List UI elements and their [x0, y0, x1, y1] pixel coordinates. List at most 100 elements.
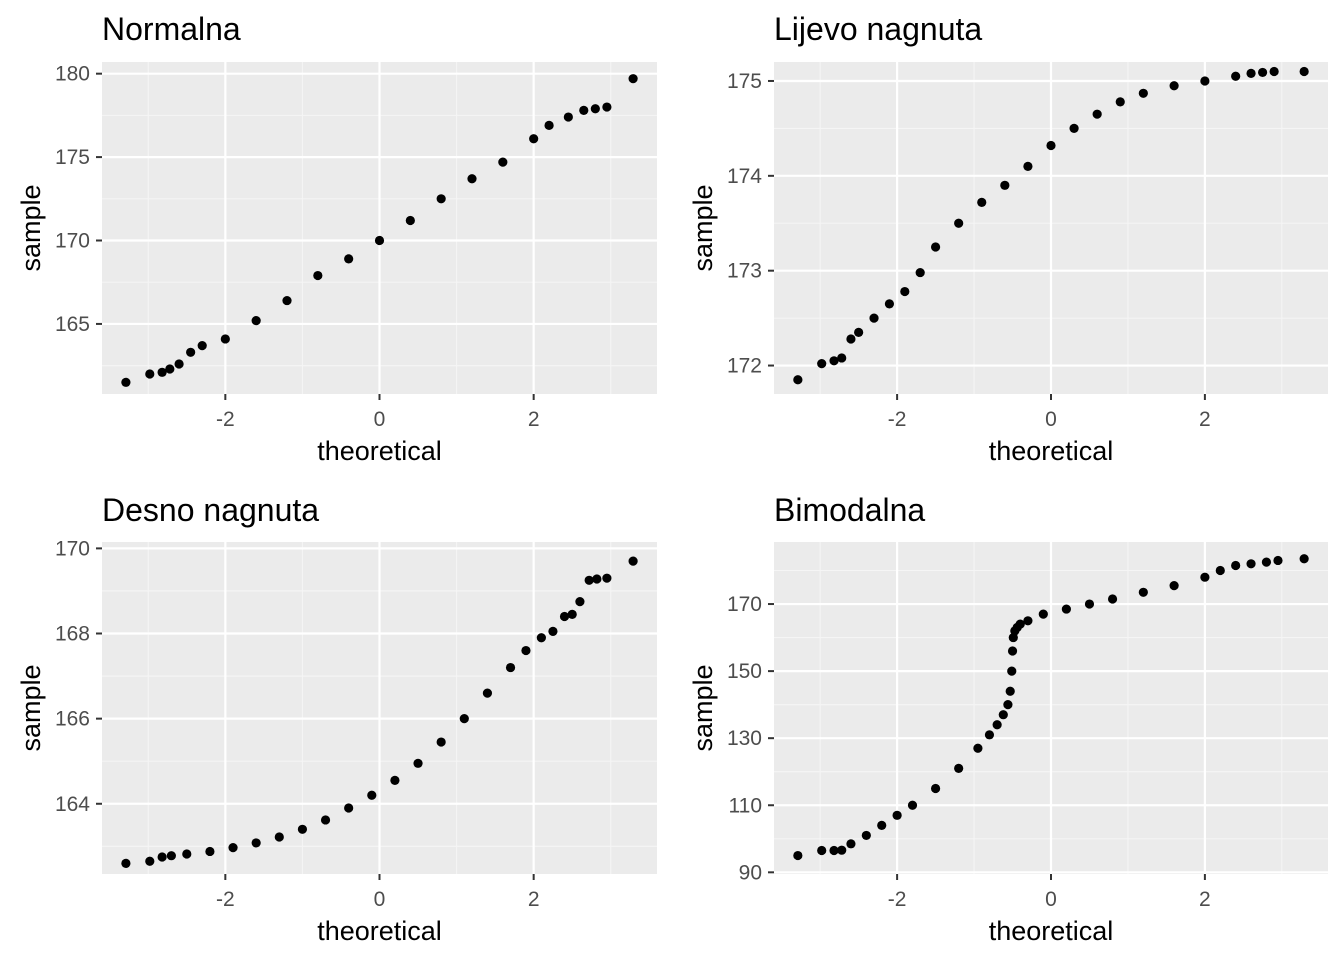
- data-point: [182, 849, 192, 859]
- x-axis-title: theoretical: [989, 436, 1114, 466]
- y-axis-title: sample: [16, 184, 46, 271]
- data-point: [145, 369, 155, 379]
- data-point: [1107, 594, 1118, 604]
- x-tick-label: 2: [528, 408, 540, 431]
- data-point: [521, 645, 531, 656]
- x-tick-label: 0: [1045, 408, 1057, 431]
- data-point: [1246, 68, 1256, 78]
- data-point: [973, 743, 983, 753]
- data-point: [992, 720, 1002, 730]
- data-point: [584, 575, 594, 585]
- data-point: [1138, 88, 1148, 98]
- data-point: [482, 688, 493, 698]
- x-tick-label: -2: [216, 408, 235, 431]
- y-tick-label: 172: [727, 355, 762, 378]
- data-point: [228, 843, 238, 853]
- data-point: [165, 364, 175, 374]
- data-point: [837, 353, 847, 363]
- data-point: [367, 790, 377, 800]
- data-point: [579, 105, 589, 115]
- y-tick-label: 165: [55, 313, 90, 336]
- data-point: [559, 611, 570, 622]
- data-point: [536, 633, 546, 643]
- y-tick-label: 175: [727, 70, 762, 93]
- data-point: [436, 194, 446, 204]
- panel-1: -2 0 2 165 170 175 180 Normalna theoretical sampl…: [16, 11, 657, 466]
- x-axis-title: theoretical: [317, 916, 442, 946]
- data-point: [544, 120, 554, 130]
- y-tick-label: 166: [55, 708, 90, 731]
- x-axis-title: theoretical: [317, 436, 442, 466]
- data-point: [1273, 555, 1283, 566]
- x-tick-label: 0: [374, 888, 386, 911]
- data-point: [793, 375, 803, 385]
- data-point: [1007, 646, 1018, 656]
- data-point: [205, 846, 215, 857]
- panel-4: -2 0 2 90 110 130 150 170 Bimodalna theoretical sa…: [688, 492, 1328, 946]
- data-point: [1231, 71, 1241, 81]
- data-point: [529, 134, 539, 144]
- data-point: [1299, 554, 1309, 564]
- y-tick-label: 90: [739, 861, 762, 884]
- x-axis-title: theoretical: [989, 916, 1114, 946]
- y-tick-label: 170: [55, 537, 90, 560]
- data-point: [505, 662, 516, 673]
- data-point: [1269, 66, 1279, 77]
- data-point: [1231, 560, 1241, 571]
- data-point: [915, 267, 925, 278]
- data-point: [590, 104, 600, 114]
- data-point: [251, 838, 261, 848]
- data-point: [817, 845, 827, 856]
- data-point: [297, 824, 308, 834]
- data-point: [1200, 76, 1210, 86]
- data-point: [602, 102, 612, 112]
- data-point: [884, 299, 895, 309]
- chart-title: Desno nagnuta: [102, 492, 319, 528]
- data-point: [186, 347, 196, 357]
- data-point: [793, 850, 803, 861]
- data-point: [907, 800, 918, 810]
- data-point: [954, 763, 964, 773]
- data-point: [602, 573, 612, 583]
- x-tick-label: 0: [1045, 888, 1057, 911]
- y-tick-label: 170: [727, 593, 762, 616]
- data-point: [1200, 572, 1210, 582]
- data-point: [984, 730, 995, 740]
- data-point: [320, 815, 331, 825]
- data-point: [1115, 97, 1125, 107]
- data-point: [628, 74, 638, 84]
- y-tick-label: 174: [727, 165, 762, 188]
- data-point: [390, 775, 400, 785]
- data-point: [344, 803, 354, 813]
- data-point: [313, 270, 323, 281]
- data-point: [1003, 700, 1013, 710]
- data-point: [251, 315, 261, 326]
- data-point: [1005, 686, 1015, 696]
- data-point: [892, 810, 902, 820]
- data-point: [1215, 565, 1225, 576]
- data-point: [1257, 67, 1268, 78]
- chart-title: Bimodalna: [774, 492, 925, 528]
- data-point: [174, 359, 184, 369]
- data-point: [282, 295, 292, 306]
- data-point: [567, 609, 577, 619]
- data-point: [1246, 559, 1256, 569]
- data-point: [837, 845, 847, 855]
- y-axis-title: sample: [688, 184, 718, 271]
- data-point: [1169, 81, 1179, 91]
- data-point: [930, 783, 941, 794]
- y-tick-label: 180: [55, 63, 90, 86]
- data-point: [1069, 123, 1079, 133]
- data-point: [998, 710, 1008, 720]
- x-tick-label: -2: [888, 888, 907, 911]
- data-point: [954, 218, 964, 228]
- y-tick-label: 130: [727, 727, 762, 750]
- data-point: [977, 197, 987, 207]
- data-point: [1084, 599, 1095, 609]
- data-point: [157, 367, 167, 377]
- x-tick-label: 0: [374, 408, 386, 431]
- data-point: [1061, 604, 1071, 614]
- y-tick-label: 150: [727, 660, 762, 683]
- data-point: [592, 574, 602, 584]
- data-point: [548, 626, 558, 636]
